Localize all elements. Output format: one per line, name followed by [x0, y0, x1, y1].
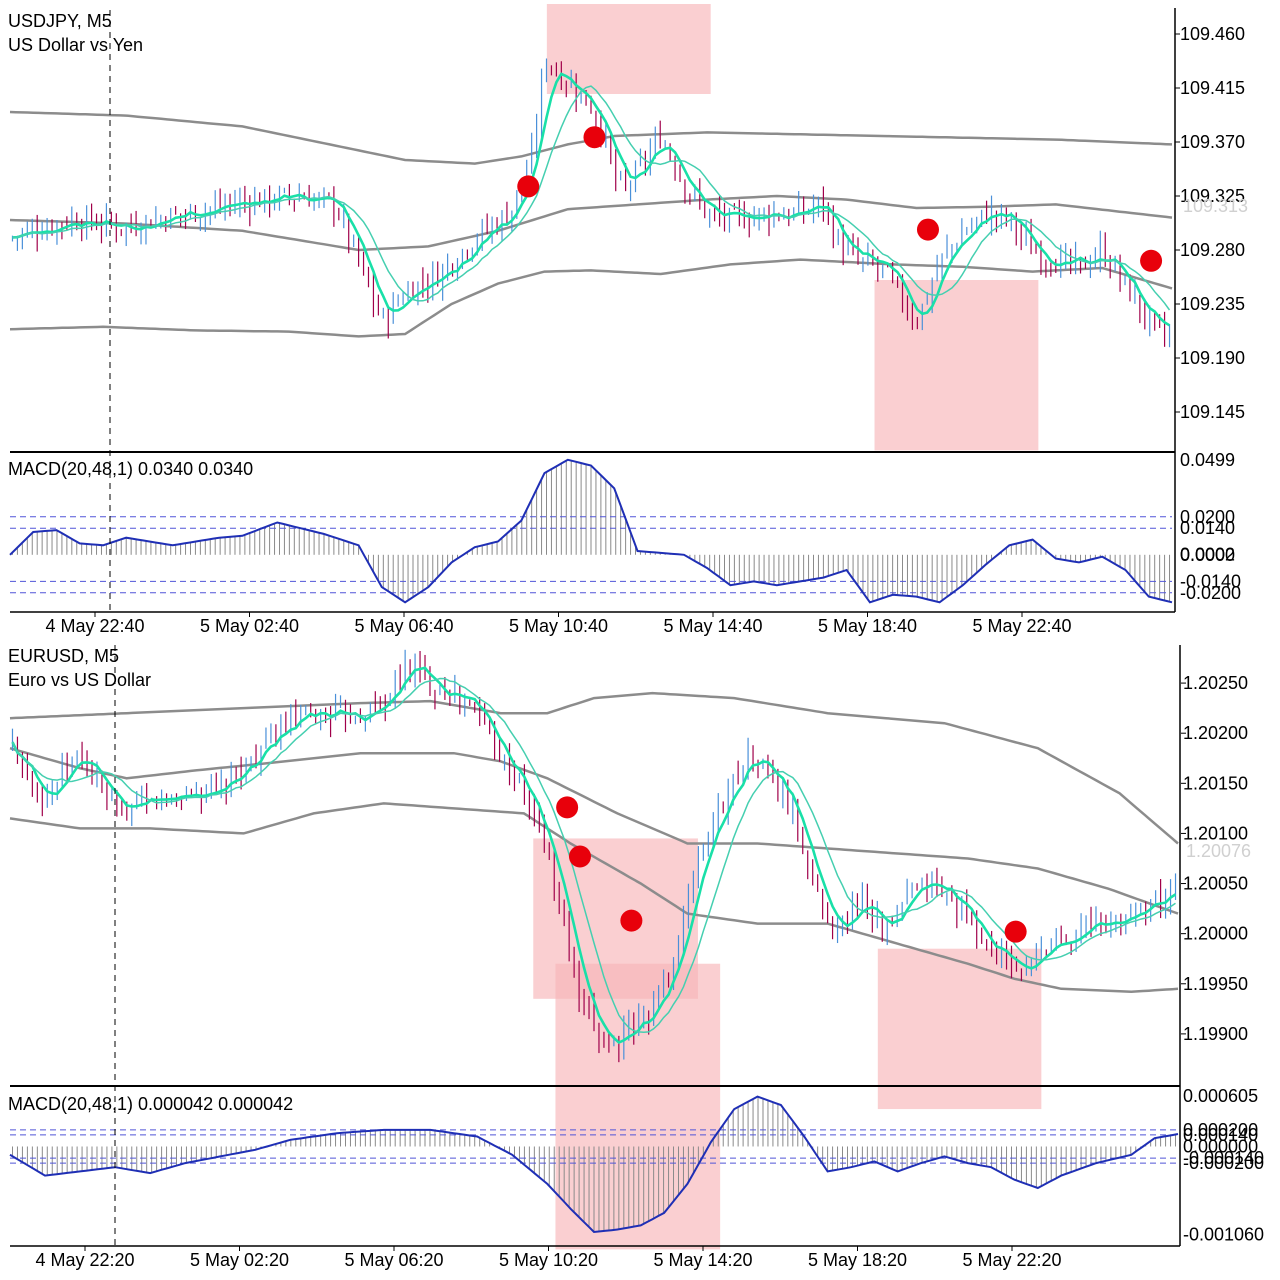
- price-tick-label: 1.19950: [1183, 974, 1248, 994]
- price-tick-label: 109.415: [1180, 78, 1245, 98]
- eurusd-macd-axis: 0.000605 0.0002000.0001400.000000-0.00014…: [1183, 1086, 1264, 1244]
- macd-tick-label: 0.0000: [1180, 545, 1235, 565]
- macd-tick-label: 0.0140: [1180, 518, 1235, 538]
- macd-tick-label: -0.0140: [1180, 571, 1241, 591]
- eurusd-macd-line: [9, 1095, 1179, 1234]
- eurusd-price-pane: EURUSD, M5 Euro vs US Dollar 1.202501.20…: [8, 646, 1251, 1250]
- macd-tick-label: 0.0499: [1180, 450, 1235, 470]
- bollinger-lower-line: [9, 258, 1173, 338]
- signal-dot: [620, 909, 643, 932]
- zone-rect: [877, 948, 1042, 1110]
- price-tick-label: 1.19900: [1183, 1024, 1248, 1044]
- eurusd-signal-dots: [556, 796, 1027, 943]
- eurusd-macd-pane: MACD(20,48,1) 0.000042 0.000042 0.000605…: [8, 1086, 1264, 1244]
- signal-dot: [1004, 920, 1027, 943]
- usdjpy-macd-line: [9, 458, 1173, 604]
- usdjpy-macd-pane: MACD(20,48,1) 0.0340 0.0340 0.0499 0.0200…: [8, 450, 1241, 604]
- eurusd-description-label: Euro vs US Dollar: [8, 670, 151, 690]
- usdjpy-symbol-label: USDJPY, M5: [8, 11, 112, 31]
- usdjpy-current-price: 109.313: [1183, 196, 1248, 216]
- signal-dot: [517, 175, 540, 198]
- price-tick-label: 109.190: [1180, 348, 1245, 368]
- macd-tick-label: 0.000200: [1183, 1120, 1258, 1140]
- time-tick-label: 5 May 02:20: [190, 1250, 289, 1270]
- price-tick-label: 109.145: [1180, 402, 1245, 422]
- price-tick-label: 109.325: [1180, 186, 1245, 206]
- macd-tick-label: -0.000200: [1183, 1153, 1264, 1173]
- time-tick-label: 5 May 14:20: [653, 1250, 752, 1270]
- eurusd-symbol-label: EURUSD, M5: [8, 646, 119, 666]
- fast-ma-line: [12, 72, 1171, 327]
- time-tick-label: 5 May 18:20: [808, 1250, 907, 1270]
- price-tick-label: 109.235: [1180, 294, 1245, 314]
- usdjpy-zones: [546, 4, 1039, 451]
- macd-tick-label: 0.0200: [1180, 507, 1235, 527]
- zone-rect: [555, 963, 721, 1250]
- eurusd-macd-label: MACD(20,48,1) 0.000042 0.000042: [8, 1094, 293, 1114]
- time-tick-label: 4 May 22:40: [45, 616, 144, 636]
- usdjpy-macd-label: MACD(20,48,1) 0.0340 0.0340: [8, 459, 253, 479]
- signal-dot: [1140, 249, 1163, 272]
- eurusd-price-axis: 1.20250 1.20200 1.20150 1.20100 1.20050 1.200…: [1181, 673, 1248, 1044]
- usdjpy-candles: [11, 58, 1171, 348]
- price-tick-label: 1.20000: [1183, 924, 1248, 944]
- price-tick-label: 109.370: [1180, 132, 1245, 152]
- macd-tick-label: 0.000140: [1183, 1125, 1258, 1145]
- time-tick-label: 5 May 22:20: [962, 1250, 1061, 1270]
- price-tick-label: 1.20100: [1183, 823, 1248, 843]
- usdjpy-signal-dots: [517, 126, 1163, 272]
- macd-tick-label: 0.0002: [1180, 544, 1235, 564]
- time-tick-label: 4 May 22:20: [35, 1250, 134, 1270]
- eurusd-zones: [533, 838, 1042, 1250]
- macd-tick-label: 0.000000: [1183, 1136, 1258, 1156]
- signal-dot: [568, 845, 591, 868]
- signal-dot: [916, 218, 939, 241]
- usdjpy-price-axis: 109.460 109.415 109.370 109.325 109.280 109.2…: [1175, 24, 1245, 422]
- time-tick-label: 5 May 06:20: [344, 1250, 443, 1270]
- bollinger-upper-line: [9, 691, 1179, 845]
- price-tick-label: 109.280: [1180, 240, 1245, 260]
- eurusd-current-price: 1.20076: [1186, 841, 1251, 861]
- time-tick-label: 5 May 10:20: [499, 1250, 598, 1270]
- price-tick-label: 109.460: [1180, 24, 1245, 44]
- time-tick-label: 5 May 02:40: [200, 616, 299, 636]
- price-tick-label: 1.20150: [1183, 773, 1248, 793]
- usdjpy-description-label: US Dollar vs Yen: [8, 35, 143, 55]
- time-tick-label: 5 May 22:40: [972, 616, 1071, 636]
- usdjpy-price-pane: USDJPY, M5 US Dollar vs Yen 109.460109.4…: [8, 4, 1248, 451]
- signal-dot: [583, 126, 606, 149]
- zone-rect: [546, 4, 711, 94]
- macd-tick-label: 0.000605: [1183, 1086, 1258, 1106]
- time-tick-label: 5 May 06:40: [354, 616, 453, 636]
- eurusd-macd-levels: [10, 1129, 1178, 1164]
- eurusd-candles: [11, 649, 1177, 1063]
- price-tick-label: 1.20200: [1183, 723, 1248, 743]
- bollinger-lower-line: [9, 802, 1179, 994]
- zone-rect: [874, 280, 1039, 451]
- eurusd-macd-histogram: [11, 1096, 1177, 1233]
- eurusd-bollinger-bands: [9, 691, 1179, 994]
- signal-dot: [556, 796, 579, 819]
- eurusd-moving-averages: [11, 666, 1177, 1045]
- usdjpy-moving-averages: [12, 72, 1171, 327]
- macd-tick-label: -0.000140: [1183, 1148, 1264, 1168]
- slow-ma-line: [12, 85, 1171, 311]
- time-tick-label: 5 May 14:40: [663, 616, 762, 636]
- bollinger-middle-line: [9, 194, 1173, 252]
- eurusd-time-axis: 4 May 22:20 5 May 02:20 5 May 06:20 5 May 1…: [35, 1246, 1062, 1270]
- slow-ma-line: [11, 677, 1176, 1033]
- usdjpy-macd-levels: [10, 516, 1172, 594]
- price-tick-label: 1.20050: [1183, 874, 1248, 894]
- usdjpy-time-axis: 4 May 22:40 5 May 02:40 5 May 06:40 5 May 1…: [45, 612, 1072, 636]
- time-tick-label: 5 May 18:40: [818, 616, 917, 636]
- macd-tick-label: -0.0200: [1180, 583, 1241, 603]
- price-tick-label: 1.20250: [1183, 673, 1248, 693]
- bollinger-middle-line: [9, 747, 1179, 915]
- fast-ma-line: [11, 666, 1177, 1045]
- time-tick-label: 5 May 10:40: [509, 616, 608, 636]
- macd-tick-label: -0.001060: [1183, 1225, 1264, 1245]
